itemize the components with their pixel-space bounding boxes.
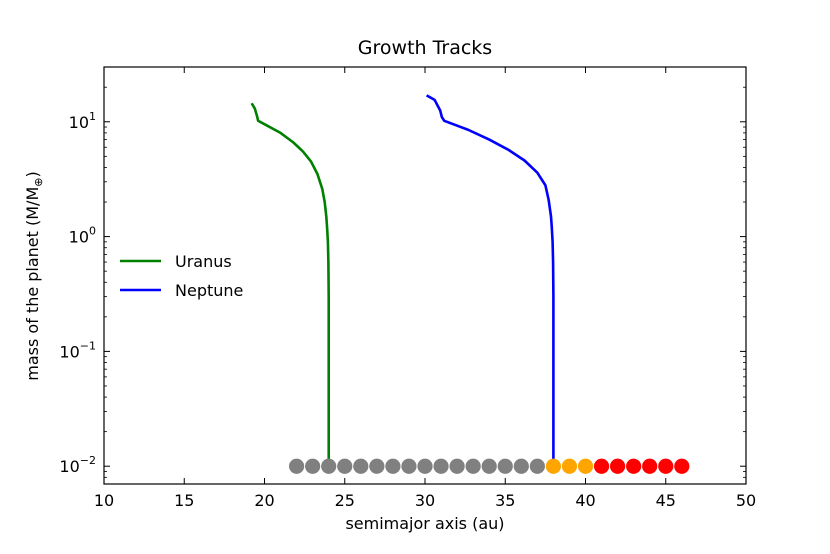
marker-point [433,458,449,474]
y-tick-label-exponent: 0 [89,225,96,238]
x-tick-label: 10 [94,491,114,510]
y-axis-label-main: mass of the planet (M/M [23,187,42,381]
y-tick-label: 100 [69,225,96,247]
marker-point [674,458,690,474]
x-tick-label: 40 [575,491,595,510]
y-axis-label: mass of the planet (M/M⊕) [23,171,45,380]
y-tick-label-base: 10 [69,113,89,132]
series-line-neptune [425,94,555,467]
marker-point [497,458,513,474]
y-tick-label: 101 [69,110,96,132]
x-axis-label: semimajor axis (au) [345,514,504,533]
y-tick-label-base: 10 [59,457,79,476]
marker-point [593,458,610,474]
plot-area [250,94,690,474]
y-axis-label-subscript: ⊕ [32,178,45,187]
y-tick-label-exponent: 1 [89,110,96,123]
marker-point [481,458,497,474]
y-tick-label-exponent: −2 [80,454,96,467]
x-tick-label: 45 [656,491,676,510]
x-tick-label: 15 [174,491,194,510]
marker-point [513,458,529,474]
marker-point [658,458,674,474]
marker-point [545,458,562,474]
y-tick-label: 10−2 [59,454,96,476]
marker-point [305,458,321,474]
marker-point [465,458,481,474]
marker-point [626,458,642,474]
y-axis-label-close: ) [23,171,42,177]
legend: Uranus Neptune [120,252,243,300]
marker-point [289,458,305,474]
y-tick-label: 10−1 [59,339,96,361]
chart-title: Growth Tracks [358,37,492,59]
x-tick-label: 35 [495,491,515,510]
marker-point [449,458,465,474]
marker-point [417,458,433,474]
x-tick-label: 50 [736,491,756,510]
x-axis: 10 15 20 25 30 35 40 45 50 [94,67,756,510]
legend-label-neptune: Neptune [175,281,243,300]
marker-point [353,458,369,474]
x-tick-label: 20 [254,491,274,510]
marker-point [385,458,401,474]
marker-point [529,458,545,474]
marker-point [401,458,417,474]
marker-point [561,458,578,474]
y-tick-label-exponent: −1 [80,339,96,352]
marker-point [610,458,626,474]
y-tick-label-base: 10 [69,228,89,247]
x-tick-label: 30 [415,491,435,510]
marker-point [321,458,337,474]
y-tick-label-base: 10 [59,342,79,361]
marker-point [642,458,658,474]
marker-point [337,458,353,474]
series-line-uranus [250,102,330,467]
legend-label-uranus: Uranus [175,252,232,271]
marker-point [369,458,385,474]
marker-point [577,458,594,474]
x-tick-label: 25 [335,491,355,510]
axes-frame [103,66,747,485]
